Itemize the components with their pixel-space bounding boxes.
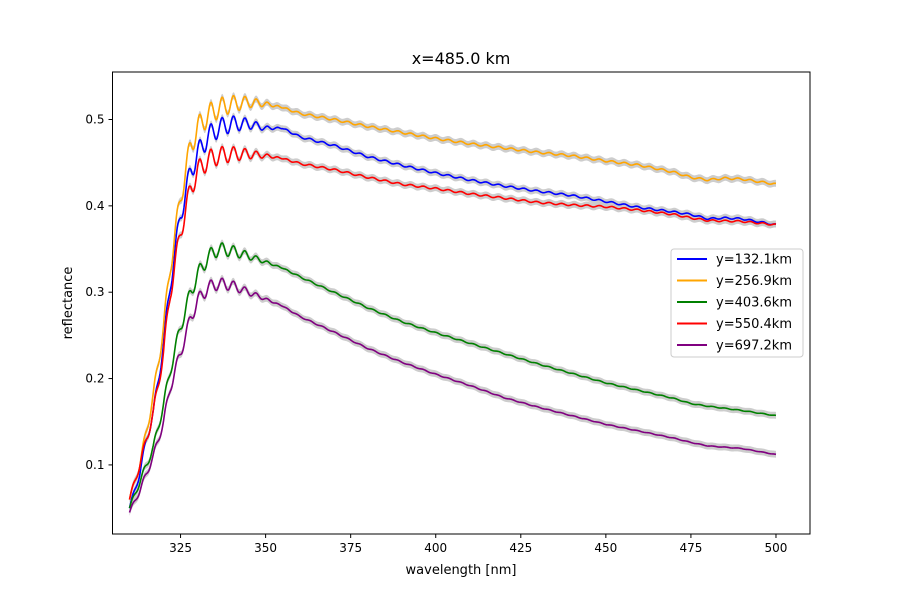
x-tick-label: 375 — [339, 541, 362, 555]
x-tick-label: 400 — [424, 541, 447, 555]
legend-items: y=132.1km y=256.9km y=403.6km y=550.4km y=69… — [677, 253, 792, 354]
y-tick-label: 0.4 — [85, 199, 104, 213]
series-line-3 — [128, 145, 777, 500]
legend-label: y=256.9km — [716, 274, 792, 289]
legend-label: y=697.2km — [716, 339, 792, 354]
x-tick-label: 425 — [509, 541, 532, 555]
legend-label: y=403.6km — [716, 296, 792, 311]
legend-label: y=132.1km — [716, 253, 792, 268]
x-tick-label: 475 — [679, 541, 702, 555]
y-tick-label: 0.3 — [85, 285, 104, 299]
series-line-2 — [128, 242, 777, 509]
x-tick-label: 350 — [254, 541, 277, 555]
series-line-1 — [128, 94, 777, 500]
series-lines — [128, 94, 777, 513]
x-tick-label: 450 — [594, 541, 617, 555]
x-axis-ticks: 325 350 375 400 425 450 475 500 — [169, 534, 787, 555]
axes-frame — [112, 71, 811, 535]
y-tick-label: 0.2 — [85, 372, 104, 386]
series-line-4 — [128, 277, 777, 513]
x-axis-label: wavelength [nm] — [406, 563, 517, 578]
y-axis-label: reflectance — [61, 267, 76, 340]
chart-title: x=485.0 km — [412, 49, 511, 68]
x-tick-label: 500 — [765, 541, 788, 555]
series-line-0 — [128, 115, 777, 509]
y-tick-label: 0.5 — [85, 112, 104, 126]
x-tick-label: 325 — [169, 541, 192, 555]
legend-box — [670, 248, 804, 358]
y-tick-label: 0.1 — [85, 458, 104, 472]
y-axis-ticks: 0.1 0.2 0.3 0.4 0.5 — [85, 112, 113, 472]
legend-label: y=550.4km — [716, 317, 792, 332]
legend: y=132.1km y=256.9km y=403.6km y=550.4km y=69… — [670, 248, 804, 358]
